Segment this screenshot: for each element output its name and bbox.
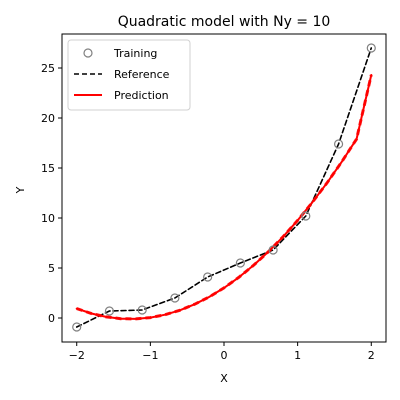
y-tick-label: 10 — [41, 212, 55, 225]
prediction-series-line — [75, 74, 373, 320]
y-tick-label: 20 — [41, 112, 55, 125]
x-tick-label: 1 — [294, 349, 301, 362]
training-point — [203, 272, 213, 282]
training-point — [268, 245, 278, 255]
training-point — [170, 293, 180, 303]
training-point — [366, 43, 376, 53]
training-point — [235, 258, 245, 268]
legend-box — [67, 39, 191, 111]
training-point — [333, 139, 344, 149]
x-tick-label: −1 — [142, 349, 158, 362]
training-point — [72, 322, 82, 332]
chart-title: Quadratic model with Ny = 10 — [118, 14, 331, 30]
y-tick-label: 5 — [48, 262, 55, 275]
training-point — [137, 305, 147, 315]
prediction-overlay-line — [76, 74, 373, 321]
legend-training-label: Training — [113, 47, 157, 60]
x-tick-label: 2 — [368, 349, 375, 362]
training-point — [301, 211, 311, 221]
reference-series-line — [75, 47, 373, 328]
x-tick-label: −2 — [69, 349, 85, 362]
legend: Training Reference Prediction — [67, 39, 191, 111]
training-point — [104, 306, 115, 316]
legend-prediction-label: Prediction — [114, 89, 169, 102]
y-tick-label: 0 — [48, 312, 55, 325]
y-tick-label: 15 — [41, 162, 55, 175]
y-axis-label: Y — [14, 186, 27, 194]
series-layer — [72, 43, 376, 332]
y-tick-label: 25 — [41, 62, 55, 75]
x-axis-label: X — [220, 372, 228, 385]
legend-reference-label: Reference — [114, 68, 170, 81]
x-tick-label: 0 — [221, 349, 228, 362]
legend-training-marker — [83, 48, 93, 58]
